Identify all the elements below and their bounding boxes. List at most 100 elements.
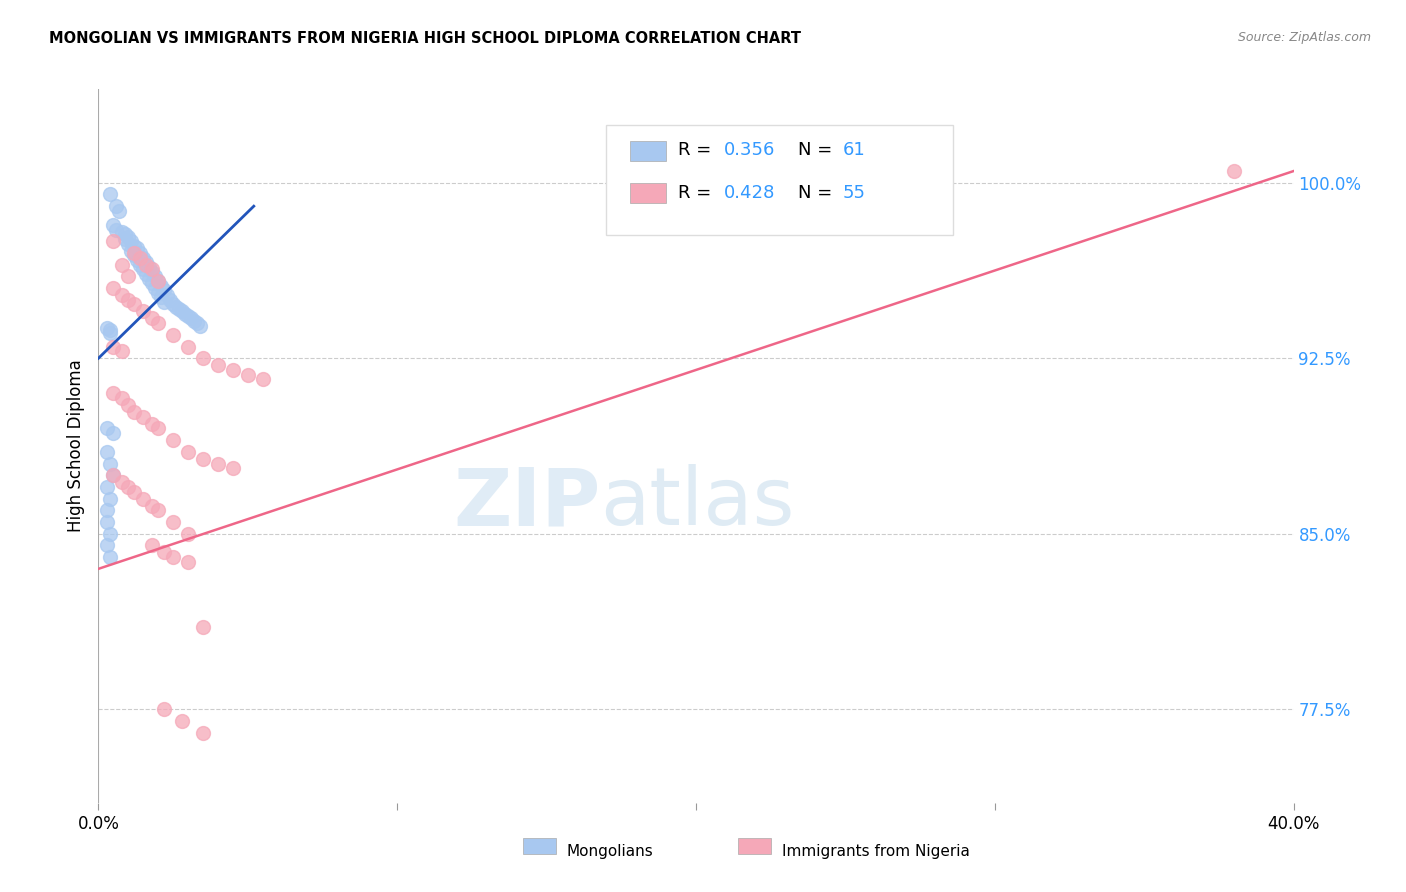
Text: ZIP: ZIP	[453, 464, 600, 542]
Point	[114, 227, 136, 242]
Point	[129, 251, 152, 265]
Point	[141, 499, 163, 513]
Point	[117, 480, 139, 494]
Point	[148, 285, 170, 300]
Point	[191, 725, 214, 739]
Text: 0.356: 0.356	[724, 141, 775, 160]
Point	[150, 278, 173, 293]
Text: 55: 55	[844, 184, 866, 202]
Point	[124, 246, 146, 260]
Point	[162, 550, 184, 565]
Point	[96, 445, 118, 459]
Point	[172, 304, 194, 318]
Point	[162, 433, 184, 447]
FancyBboxPatch shape	[738, 838, 772, 855]
Point	[98, 491, 122, 506]
Point	[162, 297, 184, 311]
Point	[177, 340, 200, 354]
Point	[132, 262, 155, 277]
Point	[103, 281, 125, 295]
Text: N =: N =	[797, 184, 838, 202]
Point	[167, 302, 190, 317]
Point	[117, 236, 139, 251]
Point	[98, 326, 122, 340]
Point	[188, 318, 211, 333]
Point	[111, 288, 134, 302]
Point	[124, 297, 146, 311]
Point	[252, 372, 274, 386]
Point	[222, 461, 245, 475]
Point	[124, 484, 146, 499]
Point	[98, 457, 122, 471]
Text: 61: 61	[844, 141, 866, 160]
FancyBboxPatch shape	[523, 838, 557, 855]
Point	[124, 405, 146, 419]
Point	[129, 246, 152, 260]
Point	[191, 351, 214, 366]
Point	[159, 293, 181, 307]
FancyBboxPatch shape	[606, 125, 953, 235]
Point	[96, 503, 118, 517]
Point	[148, 503, 170, 517]
Point	[138, 271, 160, 285]
Point	[236, 368, 259, 382]
Text: atlas: atlas	[600, 464, 794, 542]
Point	[177, 309, 200, 323]
Point	[177, 526, 200, 541]
Point	[96, 321, 118, 335]
Point	[148, 274, 170, 288]
Point	[186, 316, 208, 330]
Point	[98, 187, 122, 202]
Point	[141, 538, 163, 552]
FancyBboxPatch shape	[630, 141, 666, 161]
Point	[141, 265, 163, 279]
Point	[108, 203, 131, 218]
Point	[103, 468, 125, 483]
Point	[172, 714, 194, 728]
Point	[207, 457, 229, 471]
Point	[103, 218, 125, 232]
Point	[124, 239, 146, 253]
Point	[132, 409, 155, 424]
Point	[153, 702, 176, 716]
Point	[148, 274, 170, 288]
Point	[96, 480, 118, 494]
Point	[132, 491, 155, 506]
Point	[156, 288, 179, 302]
Point	[111, 475, 134, 490]
Point	[117, 269, 139, 284]
Point	[105, 222, 128, 236]
Point	[153, 295, 176, 310]
Point	[143, 281, 166, 295]
Point	[150, 290, 173, 304]
Point	[103, 340, 125, 354]
Point	[111, 258, 134, 272]
Point	[183, 314, 205, 328]
Point	[117, 229, 139, 244]
Point	[222, 363, 245, 377]
Point	[135, 267, 157, 281]
Point	[177, 555, 200, 569]
Point	[135, 255, 157, 269]
Point	[117, 398, 139, 412]
Point	[162, 515, 184, 529]
Point	[135, 258, 157, 272]
Point	[120, 234, 142, 248]
Point	[141, 311, 163, 326]
Point	[127, 252, 149, 267]
Point	[96, 421, 118, 435]
Point	[143, 269, 166, 284]
Point	[141, 277, 163, 291]
Point	[162, 327, 184, 342]
Point	[127, 241, 149, 255]
Point	[129, 258, 152, 272]
Point	[120, 244, 142, 258]
Text: Mongolians: Mongolians	[567, 844, 654, 859]
Point	[105, 199, 128, 213]
Point	[174, 307, 197, 321]
Point	[177, 445, 200, 459]
Point	[138, 260, 160, 274]
Point	[191, 620, 214, 634]
Point	[132, 304, 155, 318]
Point	[111, 391, 134, 405]
